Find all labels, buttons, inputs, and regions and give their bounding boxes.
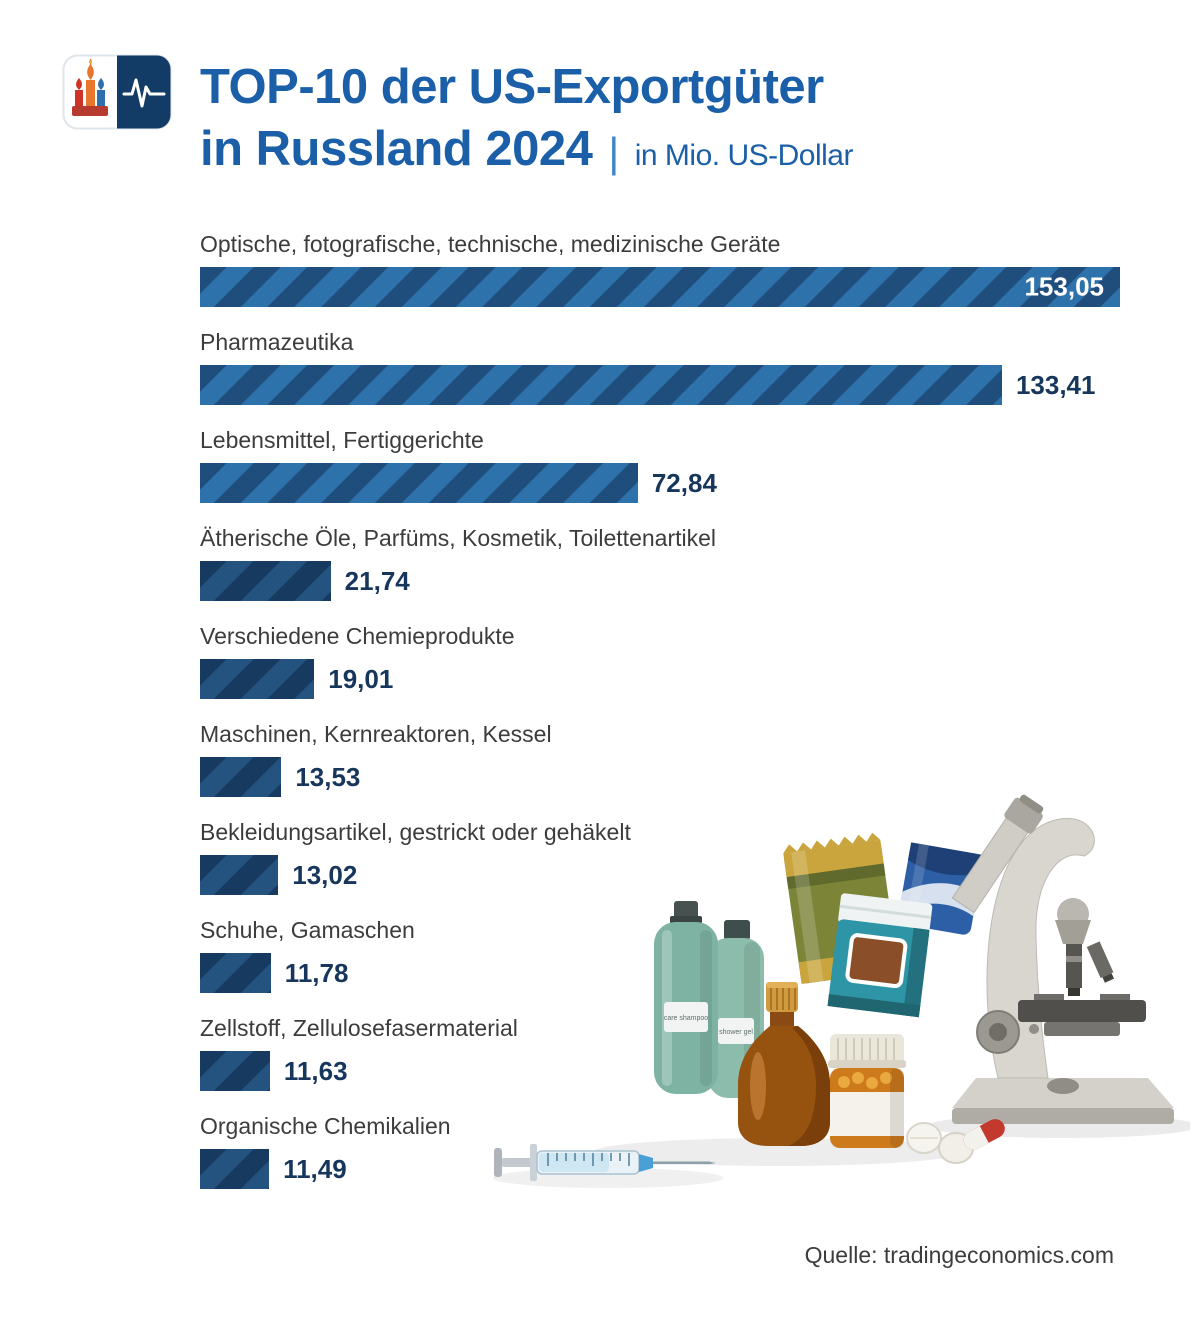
brand-logo [62,54,172,130]
value-label: 133,41 [1015,369,1096,400]
care-shampoo-label: care shampoo [664,1015,708,1022]
cathedral-icon [72,59,108,116]
value-label: 13,02 [292,859,358,890]
value-label: 11,49 [283,1153,347,1184]
shampoo-bottle-icon: care shampoo [654,901,718,1094]
title-subtitle: in Mio. US-Dollar [634,139,854,172]
title-separator: | [608,129,619,176]
bar [200,659,315,699]
category-label: Pharmazeutika [200,329,354,355]
bar-track: 19,01 [200,659,1120,699]
bar [200,757,282,797]
chart-row: Ätherische Öle, Parfüms, Kosmetik, Toile… [200,524,1120,601]
category-label: Optische, fotografische, technische, med… [200,231,781,257]
syrup-bottle-icon [738,982,830,1146]
bar: 153,05 [200,267,1120,307]
bar [200,561,331,601]
bar-chart: Optische, fotografische, technische, med… [200,230,1120,1210]
bar-track: 11,49 [200,1149,1120,1189]
syringe-icon [494,1144,716,1181]
heartbeat-pulse-icon [122,78,166,108]
chart-row: Organische Chemikalien 11,49 [200,1112,1120,1189]
chart-row: Pharmazeutika 133,41 [200,328,1120,405]
chart-row: Bekleidungsartikel, gestrickt oder gehäk… [200,818,1120,895]
value-label: 11,78 [284,957,349,988]
page-title-year: in Russland 2024 [200,122,593,176]
chart-row: Maschinen, Kernreaktoren, Kessel 13,53 [200,720,1120,797]
category-label: Zellstoff, Zellulosefasermaterial [200,1015,518,1041]
value-label: 21,74 [344,565,410,596]
pills-icon [906,1119,1005,1164]
category-label: Lebensmittel, Fertiggerichte [200,427,484,453]
bar [200,1149,270,1189]
bar [200,855,279,895]
category-label: Verschiedene Chemieprodukte [200,623,515,649]
bar-track: 72,84 [200,463,1120,503]
category-label: Bekleidungsartikel, gestrickt oder gehäk… [200,819,631,845]
title-block: TOP-10 der US-Exportgüter in Russland 20… [200,54,853,187]
category-label: Organische Chemikalien [200,1113,451,1139]
category-label: Schuhe, Gamaschen [200,917,415,943]
bar-track: 11,63 [200,1051,1120,1091]
page-title-line-2: in Russland 2024 | in Mio. US-Dollar [200,118,853,187]
chart-row: Zellstoff, Zellulosefasermaterial 11,63 [200,1014,1120,1091]
brand-logo-graphic [62,54,172,130]
category-label: Ätherische Öle, Parfüms, Kosmetik, Toile… [200,525,717,551]
shower-gel-label: shower gel [719,1029,753,1036]
value-label: 13,53 [295,761,361,792]
pill-bottle-icon [828,1034,906,1148]
bar [200,1051,270,1091]
header: TOP-10 der US-Exportgüter in Russland 20… [62,54,853,187]
bar [200,365,1002,405]
bar-track: 13,02 [200,855,1120,895]
bar-track: 133,41 [200,365,1120,405]
bar-track: 153,05 [200,267,1120,307]
source-credit: Quelle: tradingeconomics.com [804,1242,1114,1268]
category-label: Maschinen, Kernreaktoren, Kessel [200,721,552,747]
value-label: 72,84 [651,467,717,498]
bar-track: 11,78 [200,953,1120,993]
chart-row: Optische, fotografische, technische, med… [200,230,1120,307]
bar [200,463,638,503]
chart-row: Schuhe, Gamaschen 11,78 [200,916,1120,993]
microscope-icon [951,794,1174,1124]
bar-track: 13,53 [200,757,1120,797]
chart-row: Lebensmittel, Fertiggerichte 72,84 [200,426,1120,503]
chart-row: Verschiedene Chemieprodukte 19,01 [200,622,1120,699]
page-title-line-1: TOP-10 der US-Exportgüter [200,60,824,114]
value-label: 153,05 [1024,271,1104,302]
medical-products-illustration: shower gel care shampoo [478,786,1190,1210]
bar-track: 21,74 [200,561,1120,601]
value-label: 19,01 [328,663,394,694]
bar [200,953,271,993]
value-label: 11,63 [283,1055,348,1086]
pouch-teal-window-icon [827,893,933,1018]
